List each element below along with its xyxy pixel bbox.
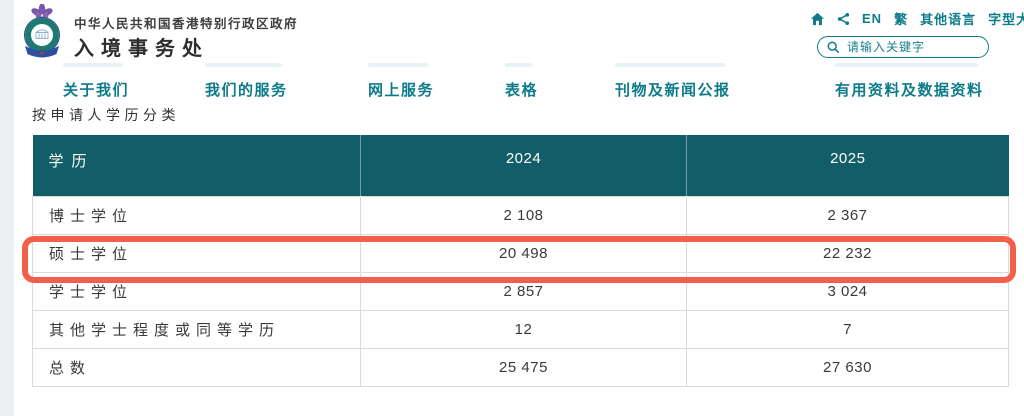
emblem-graphic bbox=[24, 3, 60, 58]
home-icon[interactable] bbox=[810, 12, 825, 26]
lang-traditional-link[interactable]: 繁 bbox=[894, 12, 909, 27]
column-header-2025: 2025 bbox=[686, 135, 1009, 196]
department-name: 入境事务处 bbox=[74, 38, 209, 60]
immigration-department-emblem-icon[interactable] bbox=[18, 3, 66, 58]
value-2025: 2 367 bbox=[686, 195, 1009, 235]
value-2024: 2 857 bbox=[360, 271, 687, 311]
search-icon bbox=[827, 41, 840, 54]
section-title: 按申请人学历分类 bbox=[32, 107, 180, 123]
lang-english-link[interactable]: EN bbox=[862, 11, 883, 26]
table-row-masters: 硕士学位 20 498 22 232 bbox=[32, 233, 1009, 273]
column-header-education: 学历 bbox=[32, 135, 361, 196]
education-statistics-table: 学历 2024 2025 博士学位 2 108 2 367 硕士学位 20 49… bbox=[32, 135, 1009, 387]
table-row-total: 总数 25 475 27 630 bbox=[32, 347, 1009, 387]
row-label: 博士学位 bbox=[32, 195, 361, 235]
nav-about-us[interactable]: 关于我们 bbox=[63, 63, 129, 100]
value-2024: 2 108 bbox=[360, 195, 687, 235]
share-icon[interactable] bbox=[837, 12, 850, 26]
font-size-link[interactable]: 字型大小 bbox=[988, 12, 1024, 27]
search-input[interactable] bbox=[847, 40, 979, 54]
table-row-bachelors: 学士学位 2 857 3 024 bbox=[32, 271, 1009, 311]
column-header-2024: 2024 bbox=[360, 135, 687, 196]
nav-our-services[interactable]: 我们的服务 bbox=[205, 63, 288, 100]
value-2024: 25 475 bbox=[360, 347, 687, 387]
row-label: 其他学士程度或同等学历 bbox=[32, 309, 361, 349]
value-2025: 22 232 bbox=[686, 233, 1009, 273]
value-2024: 20 498 bbox=[360, 233, 687, 273]
nav-online-services[interactable]: 网上服务 bbox=[368, 63, 434, 100]
table-header-row: 学历 2024 2025 bbox=[32, 135, 1009, 196]
nav-useful-info-data[interactable]: 有用资料及数据资料 bbox=[835, 63, 984, 100]
row-label: 学士学位 bbox=[32, 271, 361, 311]
value-2024: 12 bbox=[360, 309, 687, 349]
search-box[interactable] bbox=[817, 36, 989, 58]
emblem-center-building bbox=[35, 29, 49, 39]
utility-nav: EN 繁 其他语言 字型大小 bbox=[810, 9, 1024, 28]
table-row-other-degree: 其他学士程度或同等学历 12 7 bbox=[32, 309, 1009, 349]
other-languages-link[interactable]: 其他语言 bbox=[920, 12, 977, 27]
page-left-gutter bbox=[0, 0, 14, 416]
table-row-doctoral: 博士学位 2 108 2 367 bbox=[32, 195, 1009, 235]
value-2025: 7 bbox=[686, 309, 1009, 349]
row-label: 总数 bbox=[32, 347, 361, 387]
nav-publications-press[interactable]: 刊物及新闻公报 bbox=[615, 63, 731, 100]
value-2025: 3 024 bbox=[686, 271, 1009, 311]
government-title: 中华人民共和国香港特别行政区政府 bbox=[74, 17, 299, 31]
value-2025: 27 630 bbox=[686, 347, 1009, 387]
row-label: 硕士学位 bbox=[32, 233, 361, 273]
nav-forms[interactable]: 表格 bbox=[505, 63, 538, 100]
